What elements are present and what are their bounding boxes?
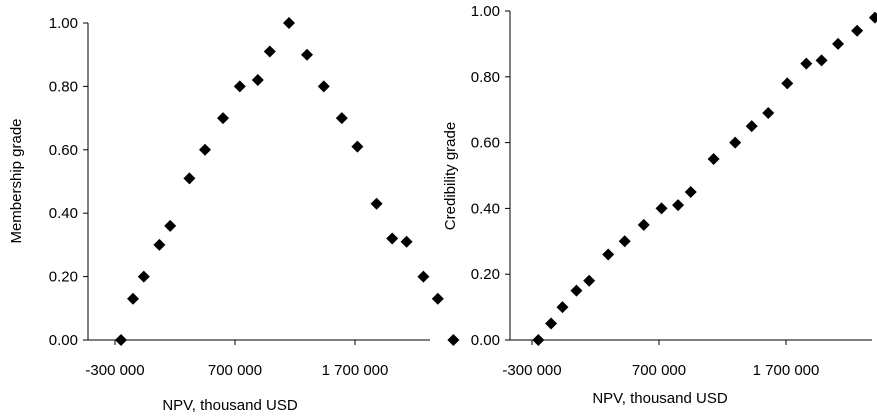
data-point-diamond [400, 235, 413, 248]
membership-chart: 0.00 0.20 0.40 0.60 0.80 1.00 -300 000 700 000… [8, 15, 460, 414]
data-point-diamond [800, 57, 813, 70]
data-point-diamond [815, 54, 828, 67]
data-point-diamond [233, 80, 246, 93]
data-point-diamond [251, 74, 264, 87]
data-point-diamond [217, 112, 229, 125]
data-point-diamond [618, 235, 631, 248]
y-tick-label: 0.20 [471, 266, 500, 283]
x-axis-title: NPV, thousand USD [162, 397, 298, 414]
data-point-diamond [583, 274, 596, 287]
x-tick-label: -300 000 [502, 362, 561, 379]
data-point-diamond [851, 24, 864, 37]
x-tick-group: -300 000 700 000 1 700 000 [85, 340, 388, 379]
data-point-diamond [781, 77, 794, 90]
data-point-diamond [684, 185, 697, 198]
data-point-diamond [745, 120, 758, 133]
y-axis-title: Membership grade [8, 118, 25, 243]
y-tick-label: 0.40 [49, 205, 78, 222]
y-tick-label: 0.00 [49, 332, 78, 349]
y-tick-group: 0.00 0.20 0.40 0.60 0.80 1.00 [471, 3, 510, 349]
data-point-diamond [183, 172, 196, 185]
credibility-chart: 0.00 0.20 0.40 0.60 0.80 1.00 -300 000 700 000… [442, 3, 877, 407]
data-points [115, 17, 460, 346]
x-tick-label: -300 000 [85, 362, 144, 379]
data-point-diamond [832, 37, 845, 50]
data-point-diamond [301, 48, 313, 61]
data-point-diamond [729, 136, 742, 149]
data-point-diamond [351, 140, 364, 153]
data-points [532, 11, 877, 346]
data-point-diamond [556, 301, 569, 314]
data-point-diamond [655, 202, 668, 215]
data-point-diamond [164, 219, 177, 232]
data-point-diamond [335, 112, 348, 125]
x-tick-label: 700 000 [208, 362, 262, 379]
y-tick-label: 0.20 [49, 269, 78, 286]
data-point-diamond [570, 284, 583, 297]
data-point-diamond [263, 45, 276, 58]
y-tick-label: 0.60 [49, 142, 78, 159]
data-point-diamond [672, 199, 685, 212]
x-tick-label: 1 700 000 [322, 362, 389, 379]
data-point-diamond [707, 153, 720, 166]
y-axis-title: Credibility grade [442, 122, 459, 230]
y-tick-label: 1.00 [471, 3, 500, 20]
data-point-diamond [447, 334, 460, 346]
data-point-diamond [153, 238, 166, 251]
data-point-diamond [115, 334, 127, 346]
x-axis-title: NPV, thousand USD [592, 390, 728, 407]
data-point-diamond [431, 292, 444, 305]
y-tick-label: 1.00 [49, 15, 78, 32]
data-point-diamond [637, 218, 650, 231]
data-point-diamond [370, 197, 383, 210]
y-tick-label: 0.60 [471, 135, 500, 152]
y-tick-label: 0.80 [471, 69, 500, 86]
data-point-diamond [532, 334, 545, 346]
data-point-diamond [602, 248, 615, 261]
data-point-diamond [868, 11, 877, 24]
data-point-diamond [386, 232, 399, 245]
y-tick-group: 0.00 0.20 0.40 0.60 0.80 1.00 [49, 15, 88, 349]
x-tick-label: 1 700 000 [753, 362, 820, 379]
x-tick-group: -300 000 700 000 1 700 000 [502, 340, 819, 379]
y-tick-label: 0.00 [471, 332, 500, 349]
data-point-diamond [417, 270, 430, 283]
x-tick-label: 700 000 [632, 362, 686, 379]
y-tick-label: 0.40 [471, 200, 500, 217]
data-point-diamond [127, 292, 139, 305]
data-point-diamond [199, 143, 211, 156]
y-tick-label: 0.80 [49, 78, 78, 95]
data-point-diamond [545, 317, 558, 330]
data-point-diamond [283, 17, 295, 29]
data-point-diamond [137, 270, 150, 283]
data-point-diamond [317, 80, 330, 93]
data-point-diamond [762, 106, 775, 119]
